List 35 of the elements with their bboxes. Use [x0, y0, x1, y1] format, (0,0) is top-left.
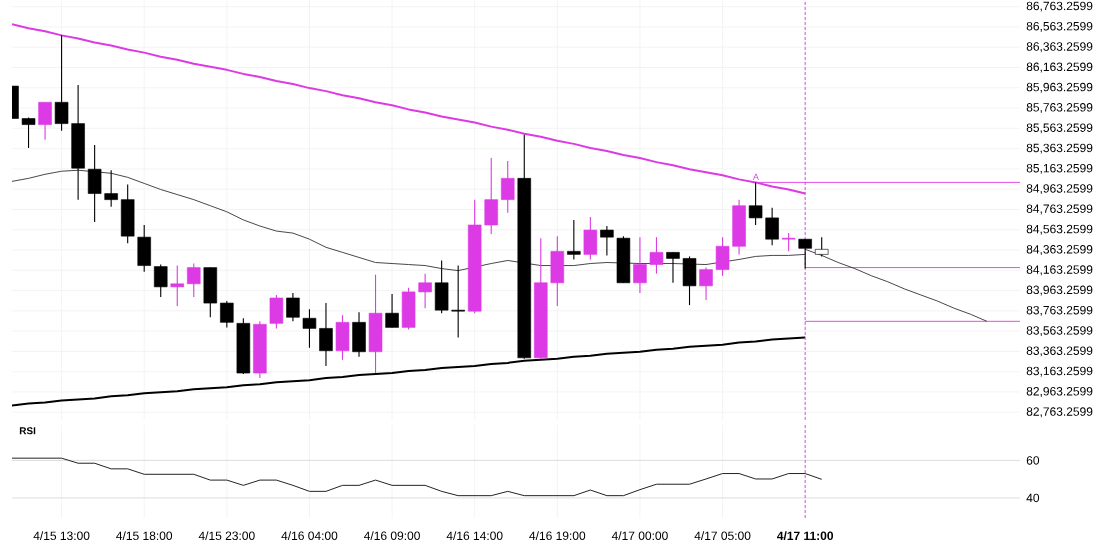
x-tick-label: 4/15 23:00 [198, 531, 255, 540]
y-tick-label: 40 [1026, 493, 1040, 503]
y-tick-label: 83,163.2599 [1026, 366, 1093, 377]
y-tick-label: 82,763.2599 [1026, 407, 1093, 418]
annotation: A [752, 173, 759, 180]
x-tick-label: 4/15 18:00 [116, 531, 173, 540]
x-tick-label: 4/16 04:00 [281, 531, 338, 540]
y-tick-label: 86,363.2599 [1026, 42, 1093, 53]
y-tick-label: 84,163.2599 [1026, 265, 1093, 276]
y-tick-label: 84,963.2599 [1026, 184, 1093, 195]
x-tick-label: 4/16 09:00 [363, 531, 420, 540]
x-tick-label: 4/17 00:00 [611, 531, 668, 540]
y-tick-label: 85,163.2599 [1026, 163, 1093, 174]
y-tick-label: 83,763.2599 [1026, 305, 1093, 316]
y-tick-label: 85,563.2599 [1026, 123, 1093, 134]
y-tick-label: 83,963.2599 [1026, 285, 1093, 296]
y-tick-label: 83,363.2599 [1026, 346, 1093, 357]
chart-title: RSI [19, 427, 36, 435]
y-tick-label: 86,563.2599 [1026, 21, 1093, 32]
y-tick-label: 82,963.2599 [1026, 387, 1093, 397]
y-tick-label: 86,163.2599 [1026, 62, 1093, 73]
y-tick-label: 83,563.2599 [1026, 326, 1093, 337]
x-tick-label: 4/16 14:00 [446, 531, 503, 540]
x-tick-label: 4/17 05:00 [694, 531, 751, 540]
y-tick-label: 85,763.2599 [1026, 103, 1093, 113]
x-tick-label: 4/15 13:00 [33, 531, 90, 540]
y-tick-label: 85,363.2599 [1026, 143, 1093, 154]
y-tick-label: 86,763.2599 [1026, 1, 1093, 12]
y-tick-label: 84,363.2599 [1026, 245, 1093, 255]
y-tick-label: 60 [1026, 456, 1040, 465]
x-tick-label: 4/16 19:00 [529, 531, 586, 540]
x-tick-label: 4/17 11:00 [777, 531, 834, 541]
y-tick-label: 84,563.2599 [1026, 224, 1093, 235]
y-tick-label: 85,963.2599 [1026, 82, 1093, 93]
y-tick-label: 84,763.2599 [1026, 204, 1093, 215]
